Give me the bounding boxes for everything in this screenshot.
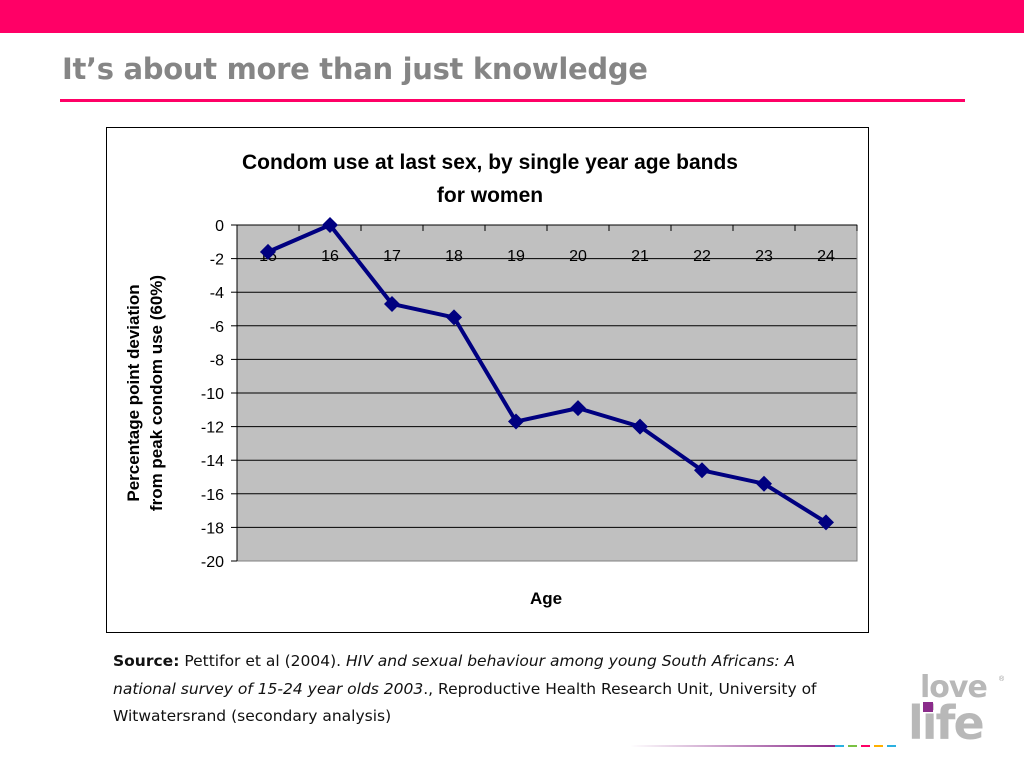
source-publication-title: HIV and sexual behaviour among young Sou…	[113, 652, 796, 698]
y-tick-label: -6	[210, 319, 224, 336]
x-tick-label: 16	[321, 248, 339, 265]
chart-frame: 0-2-4-6-8-10-12-14-16-18-201516171819202…	[106, 127, 869, 633]
data-point	[260, 243, 276, 260]
data-point	[570, 400, 586, 417]
title-underline	[60, 99, 965, 102]
data-point	[446, 309, 462, 326]
x-tick-label: 19	[507, 248, 525, 265]
y-axis-title: Percentage point deviation	[124, 284, 143, 501]
y-tick-label: -4	[210, 285, 224, 302]
data-point	[322, 217, 338, 233]
y-tick-label: -18	[201, 520, 224, 537]
chart-title: Condom use at last sex, by single year a…	[242, 151, 738, 174]
data-point	[818, 514, 834, 531]
logo-word-love: love	[920, 670, 988, 705]
source-citation: Source: Pettifor et al (2004). HIV and s…	[113, 648, 833, 731]
y-tick-label: -2	[210, 252, 224, 269]
y-tick-label: -20	[201, 554, 224, 571]
x-tick-label: 24	[817, 248, 835, 265]
data-point	[632, 418, 648, 435]
y-tick-label: -10	[201, 386, 224, 403]
y-tick-label: -14	[201, 453, 224, 470]
x-axis-title: Age	[530, 589, 562, 608]
data-point	[508, 413, 524, 430]
y-tick-label: -12	[201, 420, 224, 437]
x-tick-label: 23	[755, 248, 773, 265]
lovelife-logo: love ® life	[906, 670, 1010, 756]
data-point	[756, 475, 772, 492]
data-point	[384, 295, 400, 312]
chart-title: for women	[437, 184, 543, 207]
x-tick-label: 21	[631, 248, 649, 265]
x-tick-label: 18	[445, 248, 463, 265]
source-publisher: ., Reproductive Health Research Unit, Un…	[113, 679, 817, 726]
source-authors: Pettifor et al (2004).	[179, 652, 347, 670]
x-tick-label: 22	[693, 248, 711, 265]
y-tick-label: -16	[201, 487, 224, 504]
footer-fade-line	[630, 745, 835, 747]
y-tick-label: 0	[215, 218, 224, 235]
source-label: Source:	[113, 652, 180, 670]
logo-accent-square	[923, 702, 933, 712]
condom-use-line-chart: 0-2-4-6-8-10-12-14-16-18-201516171819202…	[124, 151, 858, 608]
logo-word-life: life	[908, 696, 985, 750]
footer-dash	[835, 745, 844, 747]
x-tick-label: 17	[383, 248, 401, 265]
footer-dash	[874, 745, 883, 747]
logo-registered-mark: ®	[999, 676, 1005, 683]
y-tick-label: -8	[210, 352, 224, 369]
series-line	[267, 223, 828, 525]
top-accent-bar	[0, 0, 1024, 33]
x-tick-label: 20	[569, 248, 587, 265]
slide-title: It’s about more than just knowledge	[62, 52, 648, 86]
y-axis-title: from peak condom use (60%)	[147, 275, 166, 511]
data-point	[694, 462, 710, 479]
footer-dash	[861, 745, 870, 747]
footer-dash	[887, 745, 896, 747]
footer-dash	[848, 745, 857, 747]
